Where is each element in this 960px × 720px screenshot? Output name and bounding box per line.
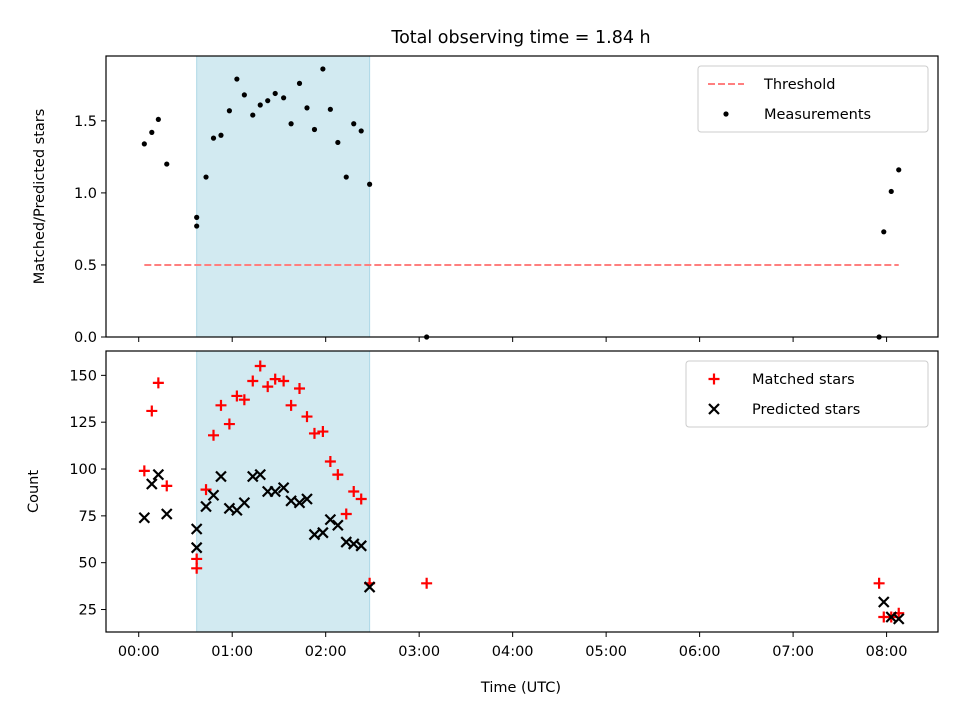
measurement-point (881, 229, 886, 234)
measurement-point (896, 167, 901, 172)
x-tick-label: 00:00 (118, 644, 160, 660)
measurement-point (218, 133, 223, 138)
x-tick-label: 07:00 (772, 644, 814, 660)
measurement-point (194, 223, 199, 228)
observing-window-shade (197, 351, 370, 632)
measurement-point (265, 98, 270, 103)
predicted-star-marker (153, 470, 163, 480)
measurement-point (142, 141, 147, 146)
measurement-point (320, 66, 325, 71)
measurement-point (156, 117, 161, 122)
x-tick-label: 02:00 (305, 644, 347, 660)
predicted-star-marker (147, 479, 157, 489)
measurement-point (258, 102, 263, 107)
measurement-point (288, 121, 293, 126)
x-tick-label: 01:00 (211, 644, 253, 660)
y-tick-label: 75 (79, 509, 97, 525)
legend-label: Threshold (763, 77, 835, 93)
matched-star-marker (146, 405, 157, 416)
measurement-point (211, 136, 216, 141)
y-axis-label: Count (26, 470, 42, 513)
y-tick-label: 1.0 (74, 186, 97, 202)
x-tick-label: 05:00 (585, 644, 627, 660)
measurement-point (359, 128, 364, 133)
measurement-point (304, 105, 309, 110)
measurement-point (203, 174, 208, 179)
measurement-point (242, 92, 247, 97)
y-tick-label: 125 (69, 415, 97, 431)
legend-measurement-swatch (723, 111, 728, 116)
matched-star-marker (139, 465, 150, 476)
measurement-point (889, 189, 894, 194)
top-panel-ratio: 0.0 0.5 1.0 1.5 Matched/Predicted stars Thres… (32, 56, 938, 346)
measurement-point (351, 121, 356, 126)
y-tick-label: 50 (79, 556, 97, 572)
measurement-point (250, 112, 255, 117)
measurement-point (164, 161, 169, 166)
y-tick-label: 100 (69, 462, 97, 478)
x-tick-label: 04:00 (492, 644, 534, 660)
measurement-point (227, 108, 232, 113)
predicted-star-marker (139, 513, 149, 523)
matched-star-marker (153, 377, 164, 388)
legend-label: Measurements (764, 107, 871, 123)
predicted-star-marker (162, 509, 172, 519)
bottom-panel-counts: 25 50 75 100 125 150 00:00 01:00 02:00 03:00 04:00… (26, 351, 938, 660)
measurement-point (312, 127, 317, 132)
y-tick-label: 25 (79, 603, 97, 619)
legend: Threshold Measurements (698, 66, 928, 132)
figure: Total observing time = 1.84 h Time (UTC)… (0, 0, 960, 720)
measurement-point (344, 174, 349, 179)
measurement-point (273, 91, 278, 96)
measurement-point (234, 76, 239, 81)
y-tick-label: 0.5 (74, 258, 97, 274)
measurement-point (335, 140, 340, 145)
y-axis-label: Matched/Predicted stars (32, 109, 48, 285)
chart-canvas: Total observing time = 1.84 h Time (UTC)… (0, 0, 960, 720)
matched-star-marker (161, 480, 172, 491)
matched-star-marker (421, 578, 432, 589)
figure-title: Total observing time = 1.84 h (390, 28, 650, 48)
y-tick-label: 1.5 (74, 114, 97, 130)
measurement-point (281, 95, 286, 100)
measurement-point (367, 182, 372, 187)
measurement-point (328, 107, 333, 112)
x-axis-label: Time (UTC) (480, 680, 561, 696)
y-tick-label: 0.0 (74, 330, 97, 346)
measurement-point (149, 130, 154, 135)
measurement-point (194, 215, 199, 220)
predicted-star-marker (879, 597, 889, 607)
x-tick-label: 06:00 (679, 644, 721, 660)
matched-star-marker (874, 578, 885, 589)
legend-label: Matched stars (752, 372, 855, 388)
legend: Matched stars Predicted stars (686, 361, 928, 427)
y-tick-label: 150 (69, 368, 97, 384)
x-tick-label: 08:00 (866, 644, 908, 660)
x-tick-label: 03:00 (398, 644, 440, 660)
legend-label: Predicted stars (752, 402, 860, 418)
measurement-point (297, 81, 302, 86)
